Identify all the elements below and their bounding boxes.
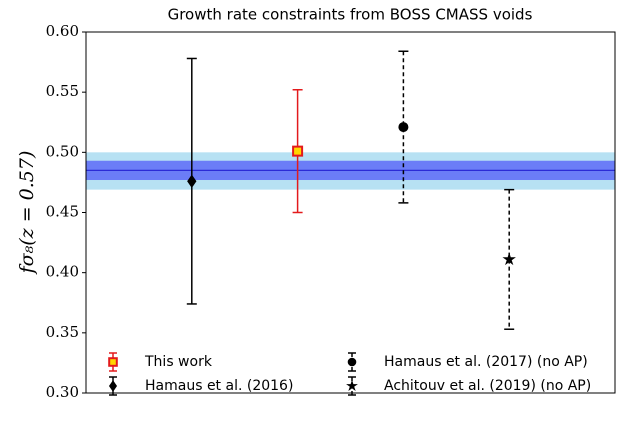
y-tick-label: 0.40 (46, 263, 79, 281)
marker (346, 379, 358, 392)
y-tick-label: 0.35 (46, 323, 79, 341)
legend-label: This work (144, 354, 213, 370)
y-tick-label: 0.30 (46, 383, 79, 401)
marker (347, 357, 357, 367)
error-bar (504, 188, 515, 330)
y-tick-label: 0.60 (46, 22, 79, 40)
marker (502, 252, 516, 266)
legend-label: Hamaus et al. (2016) (145, 378, 293, 394)
legend-label: Hamaus et al. (2017) (no AP) (384, 354, 588, 370)
y-tick-label: 0.55 (46, 82, 79, 100)
marker (108, 357, 118, 367)
marker (187, 174, 197, 188)
y-axis-label: fσ₈(z = 0.57) (16, 151, 38, 276)
error-bar (398, 50, 409, 204)
marker (108, 380, 118, 392)
marker (292, 145, 304, 157)
y-tick-label: 0.50 (46, 142, 79, 160)
marker (398, 122, 409, 133)
chart-title: Growth rate constraints from BOSS CMASS … (168, 6, 533, 24)
legend-label: Achitouv et al. (2019) (no AP) (384, 378, 591, 394)
y-tick-label: 0.45 (46, 203, 79, 221)
plot-frame (85, 31, 616, 394)
